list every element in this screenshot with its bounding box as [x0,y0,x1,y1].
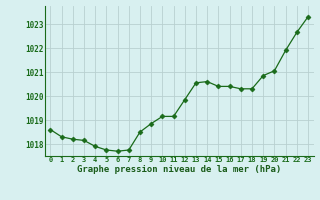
X-axis label: Graphe pression niveau de la mer (hPa): Graphe pression niveau de la mer (hPa) [77,165,281,174]
